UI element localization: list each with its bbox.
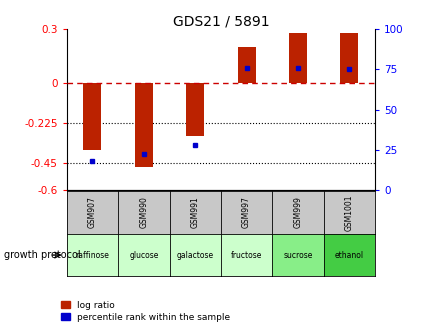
Bar — [135, 83, 153, 166]
Text: GSM990: GSM990 — [139, 197, 148, 229]
Text: GSM997: GSM997 — [242, 197, 251, 229]
Bar — [186, 83, 204, 136]
Text: growth protocol: growth protocol — [4, 250, 81, 260]
Text: raffinose: raffinose — [75, 250, 109, 260]
Legend: log ratio, percentile rank within the sample: log ratio, percentile rank within the sa… — [60, 300, 230, 322]
Text: glucose: glucose — [129, 250, 158, 260]
Text: GSM1001: GSM1001 — [344, 194, 353, 231]
Text: GSM991: GSM991 — [190, 197, 199, 229]
Bar — [237, 47, 255, 83]
Bar — [83, 83, 101, 150]
Text: GSM907: GSM907 — [88, 197, 97, 229]
Text: sucrose: sucrose — [283, 250, 312, 260]
Text: fructose: fructose — [230, 250, 261, 260]
Text: galactose: galactose — [176, 250, 213, 260]
Bar — [288, 33, 306, 83]
Bar — [340, 33, 357, 83]
Text: GSM999: GSM999 — [293, 197, 302, 229]
Text: ethanol: ethanol — [334, 250, 363, 260]
Title: GDS21 / 5891: GDS21 / 5891 — [172, 14, 269, 28]
